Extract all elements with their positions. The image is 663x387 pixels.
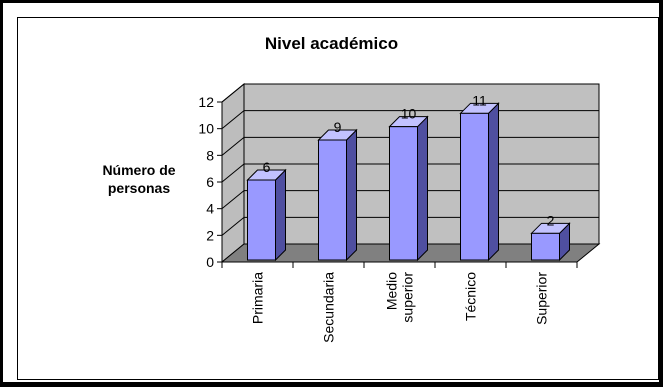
x-tick-label: Medio (384, 272, 400, 310)
x-tick-label: superior (400, 272, 416, 323)
gridline-side (221, 190, 245, 210)
bar (460, 112, 489, 261)
bar (389, 126, 418, 261)
gridline-side (221, 110, 245, 130)
data-label: 10 (401, 106, 417, 122)
gridline-side (221, 136, 245, 156)
data-label: 2 (547, 212, 555, 228)
bar (531, 232, 560, 261)
y-axis-title-line: Número de (102, 162, 176, 178)
x-tick-label-group: Primaria (250, 272, 266, 324)
x-tick-label: Superior (534, 272, 550, 325)
data-label: 9 (334, 119, 342, 135)
y-tick-label: 4 (206, 201, 214, 217)
y-tick-label: 8 (206, 147, 214, 163)
y-tick-label: 0 (206, 254, 214, 270)
x-tick-label: Secundaria (321, 272, 337, 343)
bar (247, 179, 276, 261)
gridline-side (221, 83, 245, 103)
bar-side (488, 102, 499, 262)
bar (318, 139, 347, 261)
x-tick-label-group: Medio superior (384, 272, 416, 323)
chart-title: Nivel académico (264, 34, 399, 53)
x-tick-label-group: Técnico (463, 272, 479, 321)
bar-side (346, 128, 357, 262)
y-tick-label: 10 (198, 121, 214, 137)
gridline-side (221, 163, 245, 183)
y-axis-title-line: personas (107, 180, 171, 196)
bar-side (275, 168, 286, 262)
x-tick-label: Técnico (463, 272, 479, 321)
x-tick-label-group: Secundaria (321, 272, 337, 343)
y-axis-title: Número de personas (80, 161, 198, 197)
x-tick-label-group: Superior (534, 272, 550, 325)
gridline-side (221, 216, 245, 236)
y-tick-label: 12 (198, 94, 214, 110)
data-label: 6 (263, 159, 271, 175)
y-tick-label: 6 (206, 174, 214, 190)
y-tick-label: 2 (206, 227, 214, 243)
data-label: 11 (472, 92, 487, 108)
x-tick-label: Primaria (250, 272, 266, 324)
bar-side (417, 115, 428, 262)
